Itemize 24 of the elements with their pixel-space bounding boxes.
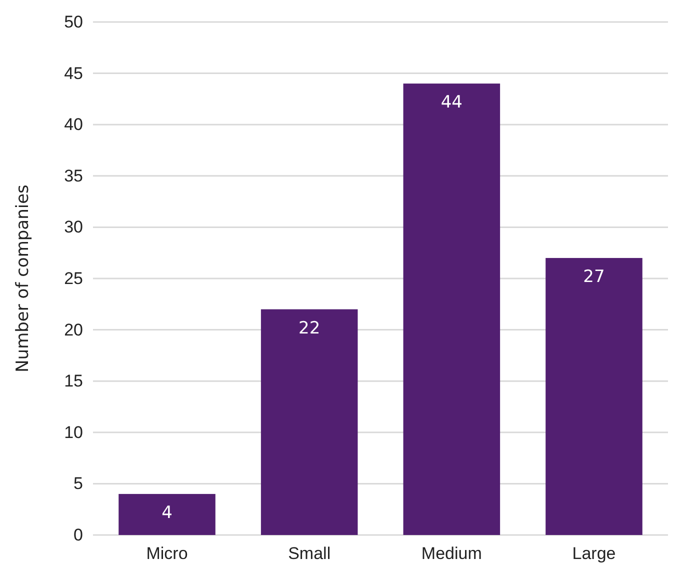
data-label: 27	[583, 266, 605, 287]
x-tick-label: Small	[288, 544, 331, 564]
y-tick-label: 40	[64, 115, 83, 134]
y-axis-title: Number of companies	[13, 184, 33, 372]
y-tick-label: 50	[64, 12, 83, 32]
data-label: 4	[162, 502, 172, 523]
bar	[403, 84, 500, 535]
bar	[118, 494, 216, 535]
y-tick-label: 25	[64, 268, 83, 288]
data-label: 44	[440, 92, 462, 113]
y-tick-label: 15	[64, 372, 83, 391]
y-tick-label: 30	[64, 218, 83, 237]
y-tick-label: 20	[64, 320, 83, 340]
x-tick-label: Large	[572, 544, 616, 564]
bar	[546, 258, 642, 535]
x-tick-label: Medium	[421, 544, 482, 564]
x-tick-label: Micro	[146, 544, 188, 564]
y-tick-label: 5	[74, 474, 83, 494]
bar	[260, 309, 358, 535]
y-tick-label: 35	[64, 166, 83, 186]
y-tick-label: 45	[64, 64, 83, 83]
data-label: 22	[298, 318, 320, 338]
y-tick-label: 10	[64, 422, 83, 442]
y-tick-label: 0	[74, 525, 83, 544]
